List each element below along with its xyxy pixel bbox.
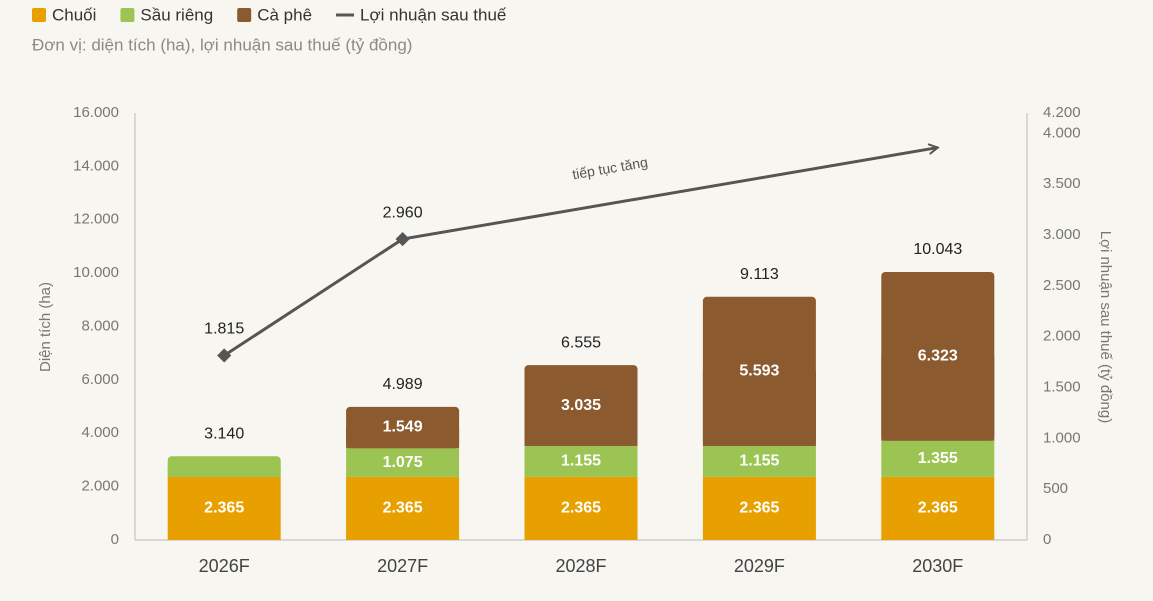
bar-segment xyxy=(702,476,816,540)
x-tick-label: 2026F xyxy=(199,556,250,576)
y2-tick-label: 1.000 xyxy=(1043,429,1081,446)
bar-segment xyxy=(881,440,995,477)
y-tick-label: 12.000 xyxy=(73,211,119,228)
y-tick-label: 0 xyxy=(111,531,119,548)
bar-value-label: 2.365 xyxy=(918,500,958,517)
y2-tick-label: 0 xyxy=(1043,531,1051,548)
bar-value-label: 5.593 xyxy=(739,363,779,380)
bar-segment-base xyxy=(702,371,816,447)
bar-value-label: 2.365 xyxy=(204,500,244,517)
y2-axis-title: Lợi nhuận sau thuế (tỷ đồng) xyxy=(1097,231,1114,423)
y2-tick-label: 3.500 xyxy=(1043,175,1081,192)
y-tick-label: 16.000 xyxy=(73,104,119,121)
y-tick-label: 8.000 xyxy=(81,317,119,334)
legend-label: Lợi nhuận sau thuế xyxy=(360,5,507,24)
y-tick-label: 10.000 xyxy=(73,264,119,281)
y2-tick-label: 2.500 xyxy=(1043,277,1081,294)
bar-value-label: 1.075 xyxy=(383,454,423,471)
y-tick-label: 6.000 xyxy=(81,371,119,388)
bar-value-label: 2.365 xyxy=(739,500,779,517)
subtitle: Đơn vị: diện tích (ha), lợi nhuận sau th… xyxy=(32,35,412,54)
y2-tick-label: 4.000 xyxy=(1043,124,1081,141)
x-tick-label: 2029F xyxy=(734,556,785,576)
legend-label: Sầu riêng xyxy=(140,5,213,24)
total-label: 9.113 xyxy=(740,266,779,283)
line-value-label: 1.815 xyxy=(204,321,244,338)
y-tick-label: 2.000 xyxy=(81,478,119,495)
y2-tick-label: 3.000 xyxy=(1043,226,1081,243)
total-label: 4.989 xyxy=(383,376,423,393)
bar-value-label: 1.155 xyxy=(561,453,601,470)
bar-segment-base xyxy=(346,427,460,449)
bar-segment xyxy=(167,476,281,540)
legend-swatch xyxy=(32,8,46,22)
legend-swatch xyxy=(120,8,135,22)
line-value-label: 2.960 xyxy=(383,204,423,221)
legend-label: Chuối xyxy=(52,5,96,24)
x-tick-label: 2030F xyxy=(912,556,963,576)
bar-value-label: 3.035 xyxy=(561,397,601,414)
y-tick-label: 4.000 xyxy=(81,424,119,441)
total-label: 3.140 xyxy=(204,425,244,442)
bar-value-label: 1.155 xyxy=(739,453,779,470)
y2-tick-label: 2.000 xyxy=(1043,328,1081,345)
legend-swatch xyxy=(237,8,252,22)
total-label: 10.043 xyxy=(913,241,962,258)
bar-value-label: 2.365 xyxy=(383,500,423,517)
y-tick-label: 14.000 xyxy=(73,157,119,174)
x-tick-label: 2028F xyxy=(555,556,606,576)
bar-value-label: 1.355 xyxy=(918,450,958,467)
bar-segment-base xyxy=(524,405,638,447)
bar-segment xyxy=(346,476,460,540)
bar-segment xyxy=(346,448,460,477)
bar-value-label: 6.323 xyxy=(918,348,958,365)
total-label: 6.555 xyxy=(561,334,601,351)
y-axis-title: Diện tích (ha) xyxy=(37,282,54,372)
bar-value-label: 1.549 xyxy=(383,419,423,436)
legend-label: Cà phê xyxy=(257,5,312,24)
line-marker xyxy=(395,231,410,247)
bar-segment-base xyxy=(881,356,995,441)
profit-line xyxy=(223,148,938,357)
bar-segment xyxy=(702,446,816,477)
line-marker xyxy=(217,348,232,363)
bar-segment xyxy=(524,446,638,477)
bar-value-label: 2.365 xyxy=(561,500,601,517)
y2-tick-label: 1.500 xyxy=(1043,378,1081,395)
y2-tick-label: 500 xyxy=(1043,480,1068,497)
bar-segment xyxy=(524,476,638,540)
bar-segment-base xyxy=(167,466,281,477)
y2-tick-label: 4.200 xyxy=(1043,104,1081,121)
x-tick-label: 2027F xyxy=(377,556,428,576)
bar-segment xyxy=(881,476,995,540)
